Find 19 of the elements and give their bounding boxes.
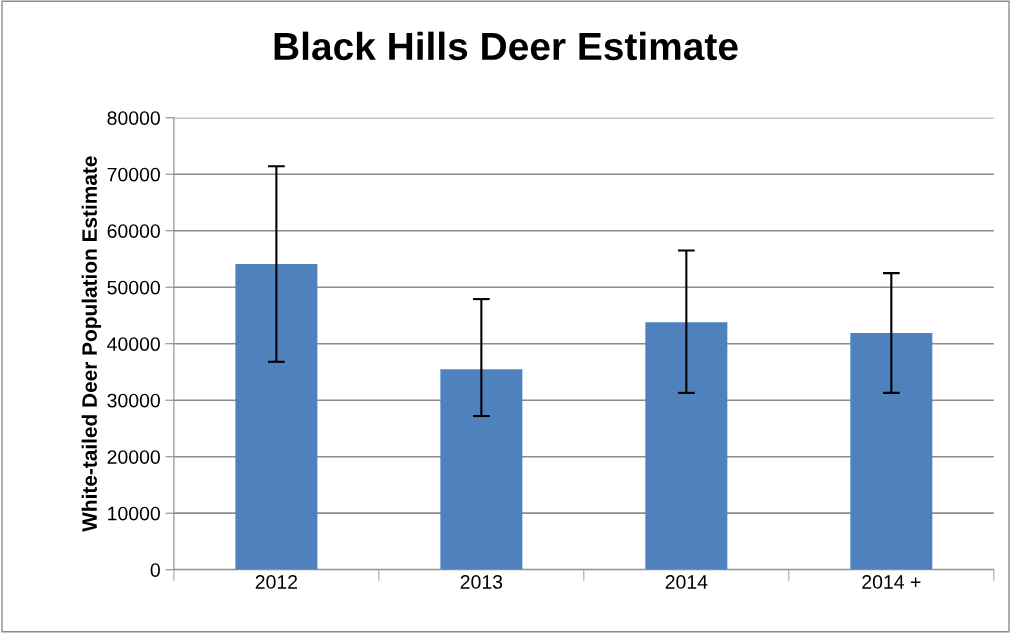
y-tick-label: 20000 [107,450,160,464]
y-tick-label: 10000 [108,506,160,521]
y-tick-label: 60000 [107,224,160,238]
y-tick-label: 0 [150,563,160,577]
y-tick-label: 70000 [107,167,160,182]
x-tick-label: 2013 [460,575,503,589]
y-tick-label: 80000 [107,111,160,125]
y-axis-title: White-tailed Deer Population Estimate [81,156,102,532]
x-tick-label: 2012 [255,575,298,589]
y-tick-label: 30000 [107,393,160,408]
bar [235,264,318,570]
chart-title: Black Hills Deer Estimate [274,31,738,61]
x-tick-label: 2014 [665,575,708,589]
y-tick-label: 50000 [107,280,160,295]
bar [645,322,728,570]
bar [440,369,523,570]
bar [850,332,933,570]
x-tick-label: 2014 + [862,575,921,589]
y-tick-label: 40000 [107,337,160,351]
